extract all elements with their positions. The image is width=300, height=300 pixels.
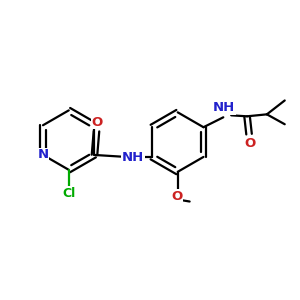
- Text: NH: NH: [122, 152, 144, 164]
- Text: O: O: [244, 136, 256, 150]
- Text: Cl: Cl: [62, 187, 75, 200]
- Text: O: O: [92, 116, 103, 129]
- Text: O: O: [171, 190, 182, 203]
- Text: NH: NH: [213, 101, 236, 114]
- Text: N: N: [38, 148, 49, 161]
